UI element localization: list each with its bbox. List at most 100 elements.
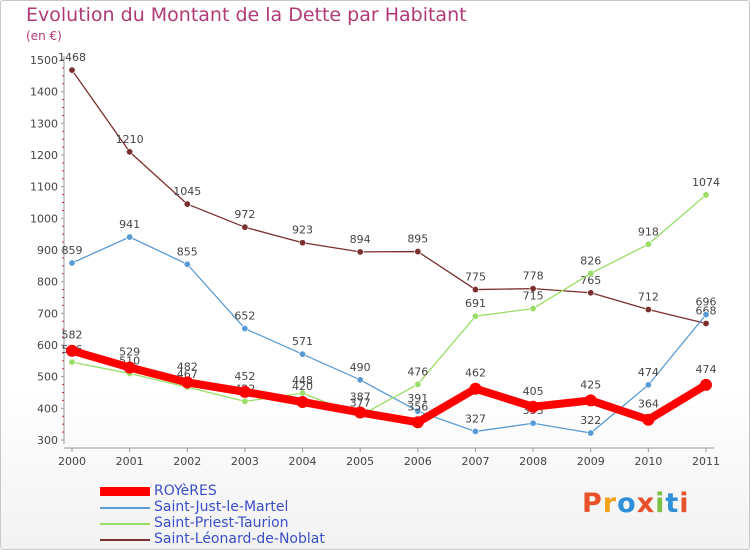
unit-label: (en €) (26, 29, 62, 43)
data-point-saint-leonard-de-noblat (126, 148, 134, 156)
data-point-saint-leonard-de-noblat (241, 223, 249, 231)
y-tick-label: 300 (37, 434, 58, 447)
y-tick-label: 1100 (30, 181, 58, 194)
data-label-royeres: 462 (465, 367, 486, 380)
data-label-saint-leonard-de-noblat: 923 (292, 224, 313, 237)
data-point-saint-priest-taurion (529, 305, 537, 313)
data-label-royeres: 452 (234, 370, 255, 383)
data-point-saint-priest-taurion (241, 397, 249, 405)
data-label-saint-leonard-de-noblat: 1468 (58, 51, 86, 64)
legend-swatch-saint-leonard (100, 539, 150, 541)
data-point-saint-just-le-martel (126, 233, 134, 241)
y-tick-label: 400 (37, 402, 58, 415)
data-label-royeres: 474 (696, 363, 717, 376)
data-label-saint-leonard-de-noblat: 775 (465, 271, 486, 284)
logo-letter: i (679, 488, 690, 519)
legend-swatch-royeres (100, 487, 150, 496)
data-label-royeres: 582 (62, 329, 83, 342)
proxiti-logo: Proxiti (582, 488, 690, 519)
data-label-saint-leonard-de-noblat: 972 (234, 208, 255, 221)
data-point-saint-just-le-martel (299, 350, 307, 358)
data-point-royeres (642, 413, 655, 426)
data-point-royeres (469, 382, 482, 395)
data-label-saint-leonard-de-noblat: 1045 (173, 185, 201, 198)
data-label-saint-priest-taurion: 377 (350, 397, 371, 410)
data-label-royeres: 529 (119, 345, 140, 358)
x-tick-label: 2004 (289, 455, 317, 468)
data-label-saint-just-le-martel: 474 (638, 366, 659, 379)
y-tick-label: 1500 (30, 54, 58, 67)
data-point-saint-leonard-de-noblat (587, 289, 595, 297)
legend-swatch-saint-priest (100, 523, 150, 525)
data-point-royeres (527, 400, 540, 413)
data-point-saint-leonard-de-noblat (68, 66, 76, 74)
legend-label-saint-priest: Saint-Priest-Taurion (154, 515, 289, 531)
data-label-royeres: 405 (523, 385, 544, 398)
data-label-saint-priest-taurion: 918 (638, 225, 659, 238)
x-tick-label: 2009 (577, 455, 605, 468)
data-point-saint-just-le-martel (414, 407, 422, 415)
y-tick-label: 1000 (30, 212, 58, 225)
y-tick-label: 800 (37, 276, 58, 289)
data-point-saint-priest-taurion (471, 312, 479, 320)
logo-letter: i (655, 488, 666, 519)
y-tick-label: 600 (37, 339, 58, 352)
data-label-saint-priest-taurion: 715 (523, 290, 544, 303)
data-point-saint-just-le-martel (356, 376, 364, 384)
y-tick-label: 500 (37, 371, 58, 384)
data-point-saint-just-le-martel (644, 381, 652, 389)
y-tick-label: 1400 (30, 86, 58, 99)
data-point-saint-just-le-martel (471, 427, 479, 435)
data-point-royeres (238, 385, 251, 398)
data-point-royeres (181, 376, 194, 389)
data-point-saint-priest-taurion (644, 240, 652, 248)
data-point-saint-priest-taurion (68, 358, 76, 366)
data-point-royeres (700, 378, 712, 391)
x-tick-label: 2005 (346, 455, 374, 468)
data-point-saint-priest-taurion (587, 269, 595, 277)
logo-letter: P (582, 488, 603, 519)
data-point-royeres (66, 344, 78, 357)
data-label-saint-just-le-martel: 859 (62, 244, 83, 257)
data-label-saint-priest-taurion: 826 (580, 254, 601, 267)
data-label-saint-just-le-martel: 941 (119, 218, 140, 231)
data-label-saint-just-le-martel: 391 (407, 392, 428, 405)
data-point-saint-leonard-de-noblat (644, 306, 652, 314)
series-line-saint-just-le-martel (71, 236, 707, 434)
data-label-royeres: 387 (350, 390, 371, 403)
data-point-royeres (411, 416, 424, 429)
data-point-saint-priest-taurion (702, 191, 710, 199)
data-label-saint-just-le-martel: 696 (696, 296, 717, 309)
data-label-saint-priest-taurion: 476 (407, 365, 428, 378)
data-label-royeres: 420 (292, 380, 313, 393)
legend-swatch-saint-just (100, 507, 150, 509)
data-point-saint-leonard-de-noblat (414, 248, 422, 256)
x-tick-label: 2008 (519, 455, 547, 468)
data-point-saint-leonard-de-noblat (356, 248, 364, 256)
legend-label-saint-leonard: Saint-Léonard-de-Noblat (154, 531, 325, 547)
data-label-saint-leonard-de-noblat: 668 (696, 304, 717, 317)
data-label-saint-leonard-de-noblat: 1210 (116, 133, 144, 146)
data-label-saint-priest-taurion: 691 (465, 297, 486, 310)
series-line-saint-leonard-de-noblat (71, 69, 707, 325)
x-tick-label: 2000 (58, 455, 86, 468)
data-label-saint-priest-taurion: 1074 (692, 176, 720, 189)
data-label-saint-leonard-de-noblat: 895 (407, 233, 428, 246)
data-point-saint-leonard-de-noblat (702, 319, 710, 327)
logo-letter: r (602, 488, 618, 519)
data-label-royeres: 356 (407, 400, 428, 413)
data-label-saint-just-le-martel: 327 (465, 412, 486, 425)
data-point-saint-just-le-martel (68, 259, 76, 267)
logo-letter: x (636, 488, 656, 519)
data-point-royeres (296, 396, 309, 408)
data-label-royeres: 482 (177, 360, 198, 373)
x-tick-label: 2006 (404, 455, 432, 468)
x-tick-label: 2002 (173, 455, 201, 468)
data-label-saint-priest-taurion: 448 (292, 374, 313, 387)
data-point-saint-leonard-de-noblat (529, 285, 537, 293)
y-tick-label: 700 (37, 307, 58, 320)
data-label-saint-just-le-martel: 322 (580, 414, 601, 427)
x-tick-label: 2010 (634, 455, 662, 468)
y-tick-label: 1200 (30, 149, 58, 162)
